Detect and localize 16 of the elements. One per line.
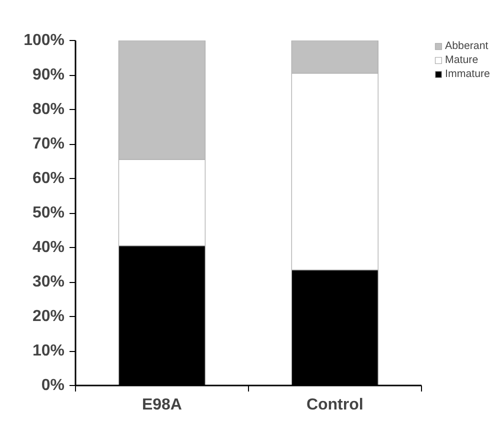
legend-label: Immature: [444, 68, 490, 80]
y-tick-label: 60%: [32, 170, 65, 187]
y-tick-label: 20%: [32, 308, 65, 325]
y-tick-label: 100%: [24, 32, 64, 49]
y-tick-label: 10%: [32, 342, 65, 360]
x-tick-label: E98A: [142, 396, 182, 414]
y-tick-label: 80%: [32, 101, 65, 118]
legend-label: Mature: [444, 54, 478, 66]
y-tick-label: 0%: [41, 377, 64, 394]
y-tick-label: 50%: [32, 204, 65, 222]
x-tick-label: Control: [306, 396, 364, 414]
y-tick-label: 90%: [32, 66, 65, 84]
legend-label: Abberant: [444, 40, 488, 52]
y-tick-label: 30%: [32, 274, 65, 290]
y-tick-label: 70%: [32, 136, 65, 152]
y-tick-label: 40%: [32, 239, 65, 256]
